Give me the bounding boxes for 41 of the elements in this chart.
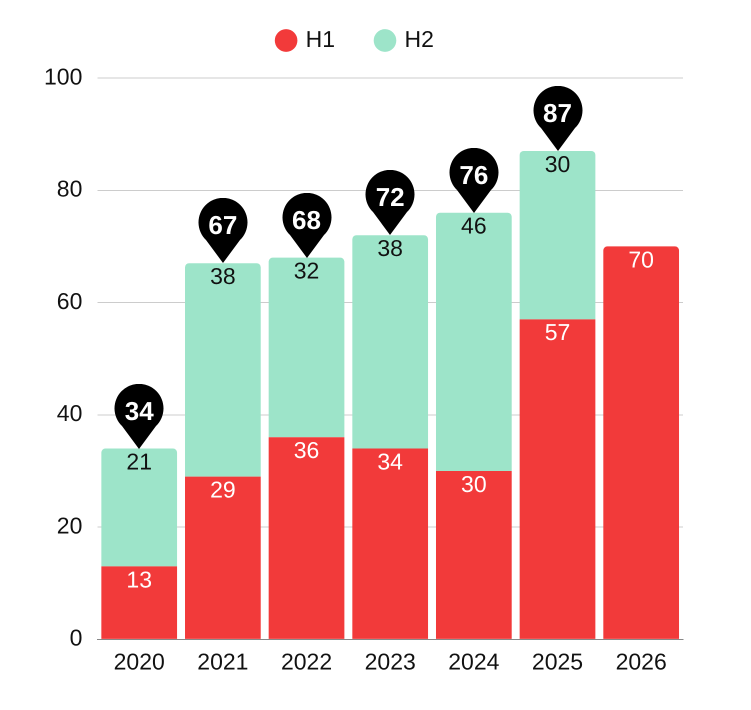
data-label: 29 bbox=[210, 476, 236, 502]
x-tick-label: 2021 bbox=[197, 648, 248, 675]
x-tick-label: 2024 bbox=[448, 648, 500, 675]
x-tick-label: 2025 bbox=[532, 648, 584, 675]
y-tick-label: 80 bbox=[56, 176, 82, 202]
bar bbox=[268, 437, 344, 639]
x-tick-label: 2020 bbox=[114, 648, 165, 675]
data-label: 46 bbox=[461, 212, 487, 239]
data-label: 38 bbox=[210, 263, 236, 290]
data-label: 32 bbox=[294, 257, 320, 284]
bar bbox=[603, 246, 680, 639]
data-label: 13 bbox=[126, 566, 152, 592]
data-label: 38 bbox=[377, 235, 403, 262]
x-tick-label: 2023 bbox=[364, 648, 416, 675]
bar bbox=[436, 470, 512, 639]
total-label: 68 bbox=[292, 204, 321, 235]
data-label: 36 bbox=[294, 437, 320, 464]
total-label: 72 bbox=[376, 182, 405, 212]
legend-label: H1 bbox=[306, 26, 336, 52]
y-tick-label: 40 bbox=[56, 400, 82, 426]
data-label: 57 bbox=[544, 319, 570, 346]
x-tick-label: 2022 bbox=[280, 648, 332, 675]
data-label: 70 bbox=[628, 246, 654, 272]
data-label: 34 bbox=[377, 448, 404, 474]
y-tick-label: 100 bbox=[44, 63, 82, 90]
total-label: 76 bbox=[459, 160, 488, 190]
y-tick-label: 0 bbox=[70, 624, 82, 651]
bar bbox=[520, 319, 596, 639]
total-label: 34 bbox=[124, 396, 154, 426]
x-tick-label: 2026 bbox=[616, 648, 667, 675]
y-tick-label: 60 bbox=[56, 288, 82, 314]
legend-label: H2 bbox=[404, 26, 434, 52]
bar bbox=[352, 448, 428, 639]
data-label: 30 bbox=[461, 470, 487, 497]
data-label: 30 bbox=[544, 150, 570, 177]
data-label: 21 bbox=[126, 448, 152, 474]
y-tick-label: 20 bbox=[56, 512, 82, 538]
total-label: 67 bbox=[208, 210, 238, 240]
total-label: 87 bbox=[543, 98, 572, 128]
bar bbox=[185, 476, 261, 639]
bar bbox=[101, 566, 178, 639]
